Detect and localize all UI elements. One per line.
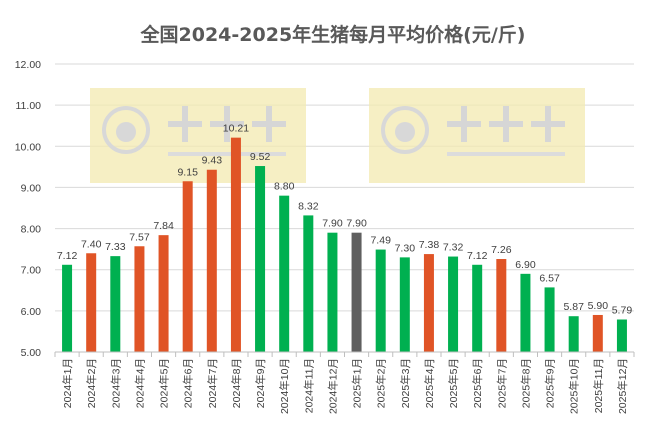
- y-tick-label: 8.00: [21, 224, 42, 236]
- y-tick-label: 6.00: [21, 306, 42, 318]
- bar: [592, 314, 603, 352]
- x-tick-label: 2025年5月: [447, 358, 460, 408]
- x-tick-label: 2024年7月: [206, 358, 219, 408]
- data-label: 8.32: [298, 200, 319, 212]
- bar: [206, 169, 217, 352]
- x-tick-label: 2025年1月: [351, 358, 364, 408]
- x-tick-label: 2025年3月: [399, 358, 412, 408]
- bar: [230, 137, 241, 352]
- x-tick-label: 2025年10月: [568, 358, 581, 414]
- bar: [134, 246, 145, 352]
- data-label: 5.79: [612, 304, 633, 316]
- watermark-logo-icon: [395, 122, 415, 142]
- data-label: 7.12: [467, 250, 488, 262]
- data-label: 7.84: [153, 220, 174, 232]
- data-label: 7.38: [419, 239, 440, 251]
- x-tick-label: 2024年12月: [326, 358, 339, 414]
- watermark-logo-icon: [116, 122, 136, 142]
- data-label: 10.21: [223, 123, 249, 135]
- bar: [303, 215, 314, 352]
- data-label: 7.33: [105, 241, 126, 253]
- bar: [616, 319, 627, 352]
- watermark-glyph-shape: [503, 106, 509, 142]
- x-tick-label: 2025年2月: [375, 358, 388, 408]
- bar: [423, 254, 434, 352]
- data-label: 7.12: [57, 250, 78, 262]
- watermark-glyph-shape: [182, 106, 188, 142]
- x-tick-label: 2024年8月: [230, 358, 243, 408]
- data-label: 6.90: [515, 259, 536, 271]
- x-tick-label: 2024年4月: [133, 358, 146, 408]
- y-tick-label: 9.00: [21, 182, 42, 194]
- data-label: 7.26: [491, 244, 512, 256]
- bar: [375, 249, 386, 352]
- data-label: 7.90: [346, 218, 367, 230]
- y-tick-label: 7.00: [21, 265, 42, 277]
- data-label: 6.57: [539, 272, 560, 284]
- data-label: 7.49: [370, 235, 391, 247]
- bar: [62, 264, 73, 352]
- x-tick-label: 2025年4月: [423, 358, 436, 408]
- watermark-logo-icon: [381, 106, 429, 154]
- watermark-url-shape: [447, 152, 565, 156]
- bar: [110, 256, 121, 352]
- data-label: 8.80: [274, 181, 295, 193]
- x-tick-label: 2025年8月: [519, 358, 532, 408]
- bar: [182, 181, 193, 352]
- data-label: 7.32: [443, 242, 464, 254]
- chart-title: 全国2024-2025年生猪每月平均价格(元/斤): [140, 24, 526, 46]
- x-tick-label: 2024年6月: [182, 358, 195, 408]
- x-tick-label: 2025年9月: [544, 358, 557, 408]
- watermark-url-shape: [168, 152, 286, 156]
- data-label: 9.43: [202, 155, 223, 167]
- x-tick-label: 2024年2月: [85, 358, 98, 408]
- bar: [448, 256, 459, 352]
- x-tick-label: 2025年6月: [471, 358, 484, 408]
- watermark-glyph-shape: [545, 106, 551, 142]
- x-tick-label: 2025年11月: [592, 358, 605, 413]
- data-label: 5.90: [588, 300, 609, 312]
- watermark-glyph-shape: [224, 106, 230, 142]
- watermark-glyph-shape: [461, 106, 467, 142]
- bar: [86, 253, 97, 352]
- bar: [255, 166, 266, 352]
- y-tick-label: 11.00: [16, 100, 42, 112]
- bar: [520, 273, 531, 352]
- bar: [568, 316, 579, 352]
- bar: [279, 195, 290, 352]
- x-tick-label: 2024年9月: [254, 358, 267, 408]
- x-tick-label: 2025年7月: [495, 358, 508, 408]
- watermark-logo-icon: [102, 106, 150, 154]
- x-tick-label: 2024年3月: [109, 358, 122, 408]
- x-tick-label: 2024年5月: [158, 358, 171, 408]
- bar: [544, 287, 555, 352]
- bar: [351, 232, 362, 352]
- bar: [158, 235, 169, 352]
- x-tick-label: 2025年12月: [616, 358, 629, 414]
- bar: [327, 232, 338, 352]
- bar: [496, 259, 507, 352]
- y-tick-label: 12.00: [15, 59, 41, 71]
- bar: [472, 264, 483, 352]
- data-label: 9.52: [250, 151, 271, 163]
- data-label: 7.40: [81, 238, 102, 250]
- bar: [399, 257, 410, 352]
- x-tick-label: 2024年11月: [302, 358, 315, 413]
- data-label: 9.15: [177, 166, 198, 178]
- x-tick-label: 2024年1月: [61, 358, 74, 408]
- data-label: 5.87: [563, 301, 584, 313]
- y-tick-label: 5.00: [21, 347, 42, 359]
- data-label: 7.30: [395, 242, 416, 254]
- data-label: 7.57: [129, 231, 150, 243]
- data-label: 7.90: [322, 218, 343, 230]
- watermark-glyph-shape: [266, 106, 272, 142]
- y-tick-label: 10.00: [15, 141, 41, 153]
- x-tick-label: 2024年10月: [278, 358, 291, 414]
